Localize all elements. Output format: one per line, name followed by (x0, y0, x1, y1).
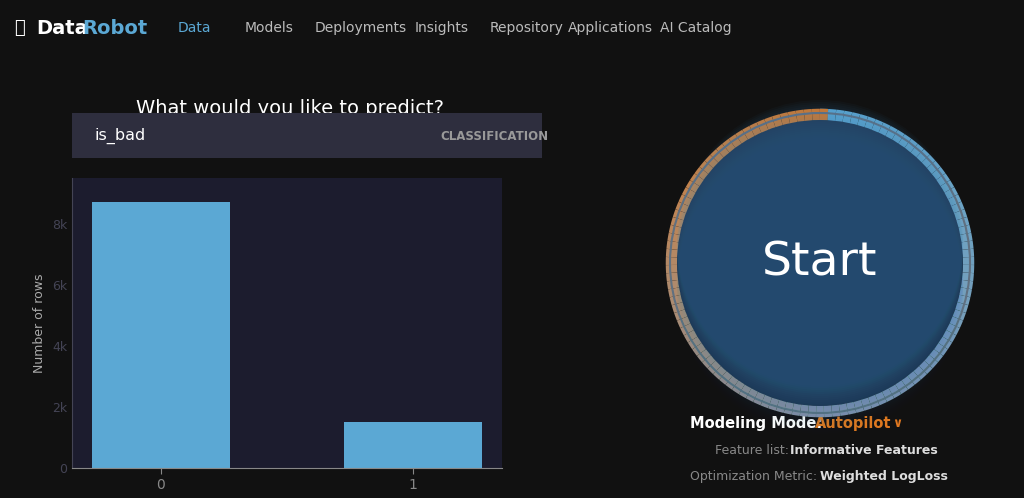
Y-axis label: Number of rows: Number of rows (34, 273, 46, 373)
Text: ∨: ∨ (892, 416, 902, 429)
FancyBboxPatch shape (72, 113, 542, 158)
Text: Models: Models (245, 21, 294, 35)
Text: Data: Data (178, 21, 212, 35)
Circle shape (677, 120, 963, 406)
Text: Start: Start (762, 241, 878, 285)
Text: Applications: Applications (568, 21, 653, 35)
Text: Data: Data (36, 18, 88, 37)
Text: Modeling Mode:: Modeling Mode: (690, 415, 822, 430)
Text: What would you like to predict?: What would you like to predict? (136, 99, 444, 118)
Text: Autopilot: Autopilot (815, 415, 892, 430)
Text: Deployments: Deployments (315, 21, 408, 35)
Bar (344, 422, 482, 468)
Text: Insights: Insights (415, 21, 469, 35)
Text: Robot: Robot (82, 18, 147, 37)
Text: Optimization Metric:: Optimization Metric: (690, 470, 817, 483)
Text: Feature list:: Feature list: (715, 444, 790, 457)
Text: Repository: Repository (490, 21, 564, 35)
Text: is_bad: is_bad (95, 128, 146, 144)
Text: AI Catalog: AI Catalog (660, 21, 731, 35)
Text: Weighted LogLoss: Weighted LogLoss (820, 470, 948, 483)
Bar (91, 202, 230, 468)
Text: Informative Features: Informative Features (790, 444, 938, 457)
Text: 🤖: 🤖 (14, 19, 25, 37)
Text: CLASSIFICATION: CLASSIFICATION (440, 129, 548, 142)
